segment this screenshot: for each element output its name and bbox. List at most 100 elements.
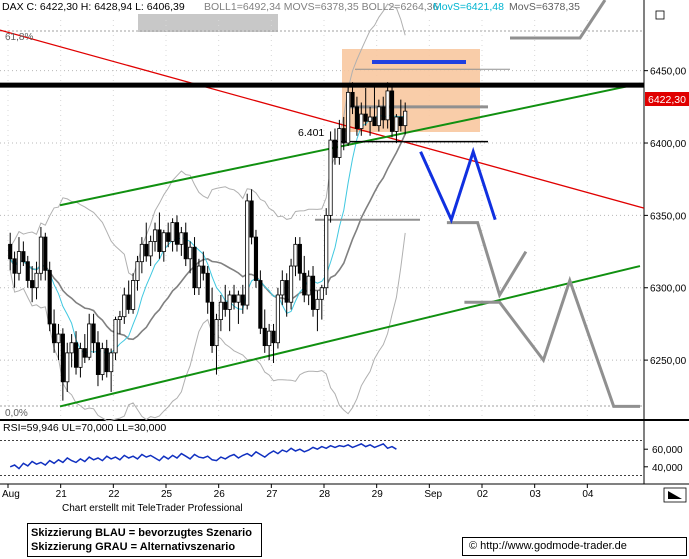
x-tick-label: Sep [424, 489, 442, 500]
candle-body [126, 294, 131, 310]
downtrend-line-red [0, 29, 645, 209]
rsi-line [9, 443, 397, 470]
scenario-grey-path [446, 221, 528, 299]
scenario-grey-path-long [464, 275, 640, 408]
candle-body [267, 330, 272, 347]
candle-body [122, 294, 127, 318]
x-tick-label: 25 [161, 489, 173, 500]
rsi-tick-label: 60,000 [652, 445, 683, 456]
x-tick-label: 04 [582, 489, 594, 500]
candle-body [210, 301, 215, 347]
candle-body [218, 301, 223, 320]
candle-body [139, 243, 144, 263]
y-tick-label: 6450,00 [650, 67, 687, 78]
candle-body [346, 91, 351, 144]
candle-body [52, 323, 57, 344]
x-tick-label: Aug [2, 489, 20, 500]
candle-body [271, 330, 276, 344]
candle-body [289, 265, 294, 303]
candle-body [179, 232, 184, 245]
x-tick-label: 03 [530, 489, 542, 500]
y-tick-label: 6300,00 [650, 284, 687, 295]
candle-body [385, 90, 390, 121]
candle-body [280, 280, 285, 296]
candle-body [183, 232, 188, 260]
candle-body [315, 298, 320, 310]
candle-body [131, 280, 136, 310]
candle-body [38, 236, 43, 274]
candle-body [56, 333, 61, 344]
candle-body [310, 275, 316, 310]
candle-body [306, 275, 311, 296]
legend-blue-line: Skizzierung BLAU = bevorzugtes Szenario [31, 527, 252, 539]
x-tick-label: 02 [477, 489, 489, 500]
candle-body [293, 243, 298, 267]
x-tick-label: 27 [266, 489, 278, 500]
candle-body [78, 348, 83, 368]
candle-body [381, 106, 386, 121]
x-tick-label: 28 [319, 489, 331, 500]
x-tick-label: 22 [108, 489, 120, 500]
candle-body [117, 316, 122, 320]
candle-body [332, 139, 338, 158]
candle-body [95, 342, 101, 375]
candle-body [227, 294, 232, 310]
candle-body [398, 116, 403, 127]
candle-body [34, 272, 39, 289]
scenario-legend: Skizzierung BLAU = bevorzugtes Szenario … [27, 523, 262, 557]
y-tick-label: 6350,00 [650, 211, 687, 222]
fib-label-top: 61,8% [5, 32, 33, 43]
candle-body [12, 258, 17, 274]
candle-body [205, 272, 210, 303]
x-tick-label: 26 [214, 489, 226, 500]
rsi-tick-label: 40,000 [652, 463, 683, 474]
candle-body [249, 200, 254, 238]
candle-body [223, 301, 228, 310]
level-label-6401: 6.401 [298, 127, 324, 139]
candle-body [21, 251, 26, 263]
candle-body [302, 272, 307, 296]
candle-body [394, 116, 399, 132]
fib-label-bottom: 0,0% [5, 408, 28, 419]
scenario-grey-top-path [510, 0, 607, 40]
candle-body [363, 113, 368, 122]
candle-body [354, 106, 359, 129]
candle-body [240, 294, 245, 306]
candle-body [144, 243, 149, 257]
last-price-tag-text: 6422,30 [648, 94, 686, 106]
candle-body [359, 113, 364, 129]
candle-body [337, 128, 342, 158]
candle-body [69, 342, 74, 354]
channel-lower-line [59, 265, 641, 408]
candle-body [113, 319, 118, 354]
y-axis-panel [644, 0, 689, 420]
candle-body [43, 236, 48, 271]
candle-body [25, 261, 30, 281]
candle-body [297, 243, 302, 274]
candle-body [236, 294, 241, 303]
candle-body [100, 348, 105, 375]
resize-arrow-icon [668, 491, 682, 499]
channel-upper-line [59, 82, 641, 207]
header-text-movs-slow: MovS=6378,35 [509, 1, 580, 13]
scroll-up-icon[interactable] [655, 10, 665, 20]
candle-body [60, 333, 65, 383]
candle-body [82, 348, 87, 358]
candle-body [231, 294, 237, 303]
candle-body [389, 90, 395, 132]
moving-average-slow-line [9, 133, 406, 341]
candle-body [284, 280, 289, 303]
candle-body [262, 327, 267, 347]
candle-body [341, 128, 346, 144]
candle-body [166, 232, 171, 242]
candle-body [192, 246, 197, 289]
candle-body [319, 287, 324, 300]
candle-body [104, 348, 109, 373]
chart-credit: Chart erstellt mit TeleTrader Profession… [62, 503, 243, 514]
candle-body [174, 222, 180, 245]
copyright-link[interactable]: © http://www.godmode-trader.de [462, 537, 687, 556]
scenario-blue-path [419, 146, 497, 224]
candle-body [152, 229, 158, 242]
candle-body [245, 200, 250, 306]
